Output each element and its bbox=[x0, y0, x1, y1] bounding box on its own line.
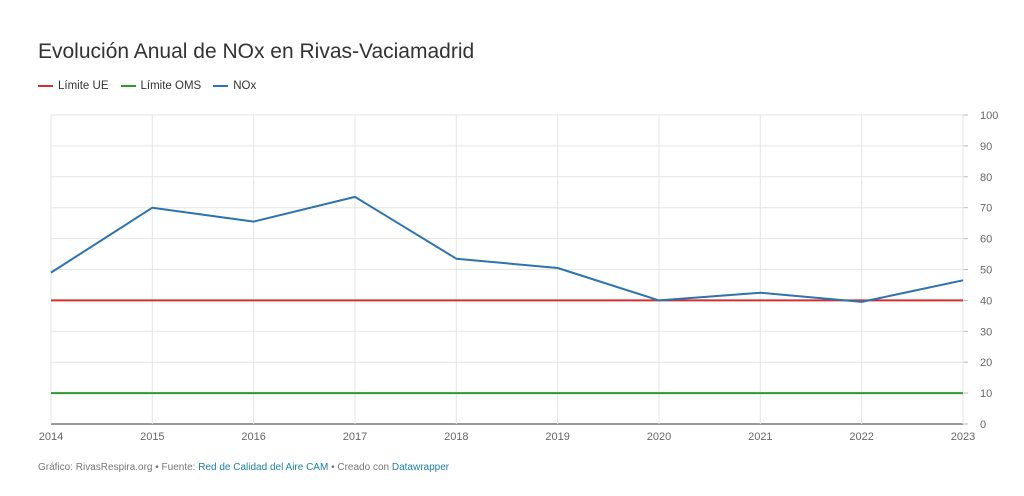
y-tick-label: 60 bbox=[980, 234, 992, 246]
y-tick-label: 20 bbox=[980, 357, 992, 369]
footer-created-with: • Creado con bbox=[328, 462, 392, 473]
y-tick-label: 90 bbox=[980, 141, 992, 153]
legend-swatch-limite-ue bbox=[38, 85, 53, 87]
x-tick-label: 2018 bbox=[444, 431, 468, 443]
legend-item-nox: NOx bbox=[213, 80, 256, 92]
legend-item-limite-ue: Límite UE bbox=[38, 80, 109, 92]
y-tick-label: 70 bbox=[980, 203, 992, 215]
y-tick-label: 0 bbox=[980, 419, 986, 431]
chart-legend: Límite UE Límite OMS NOx bbox=[38, 80, 256, 92]
x-tick-label: 2015 bbox=[140, 431, 164, 443]
y-tick-label: 10 bbox=[980, 388, 992, 400]
series-line-nox bbox=[50, 195, 964, 303]
legend-label-limite-ue: Límite UE bbox=[58, 80, 109, 92]
footer-tool-link[interactable]: Datawrapper bbox=[391, 462, 450, 473]
legend-item-limite-oms: Límite OMS bbox=[120, 80, 202, 92]
y-tick-label: 40 bbox=[980, 295, 992, 307]
y-tick-label: 80 bbox=[980, 172, 992, 184]
chart-footer: Gráfico: RivasRespira.org • Fuente: Red … bbox=[38, 462, 449, 473]
footer-source-link[interactable]: Red de Calidad del Aire CAM bbox=[198, 462, 329, 473]
x-tick-label: 2017 bbox=[343, 431, 367, 443]
legend-label-limite-oms: Límite OMS bbox=[140, 80, 202, 92]
footer-credit: Gráfico: RivasRespira.org • Fuente: bbox=[38, 462, 199, 473]
x-tick-label: 2014 bbox=[39, 431, 63, 443]
x-tick-label: 2019 bbox=[545, 431, 569, 443]
y-tick-label: 30 bbox=[980, 326, 992, 338]
y-tick-label: 50 bbox=[980, 265, 992, 277]
x-tick-label: 2021 bbox=[748, 431, 772, 443]
x-tick-label: 2023 bbox=[951, 431, 975, 443]
legend-label-nox: NOx bbox=[233, 80, 257, 92]
legend-swatch-limite-oms bbox=[120, 85, 136, 87]
x-tick-label: 2022 bbox=[849, 431, 873, 443]
legend-swatch-nox bbox=[213, 85, 229, 87]
x-tick-label: 2020 bbox=[647, 431, 671, 443]
x-tick-label: 2016 bbox=[241, 431, 265, 443]
chart-title: Evolución Anual de NOx en Rivas-Vaciamad… bbox=[38, 40, 475, 63]
y-tick-label: 100 bbox=[980, 110, 998, 122]
